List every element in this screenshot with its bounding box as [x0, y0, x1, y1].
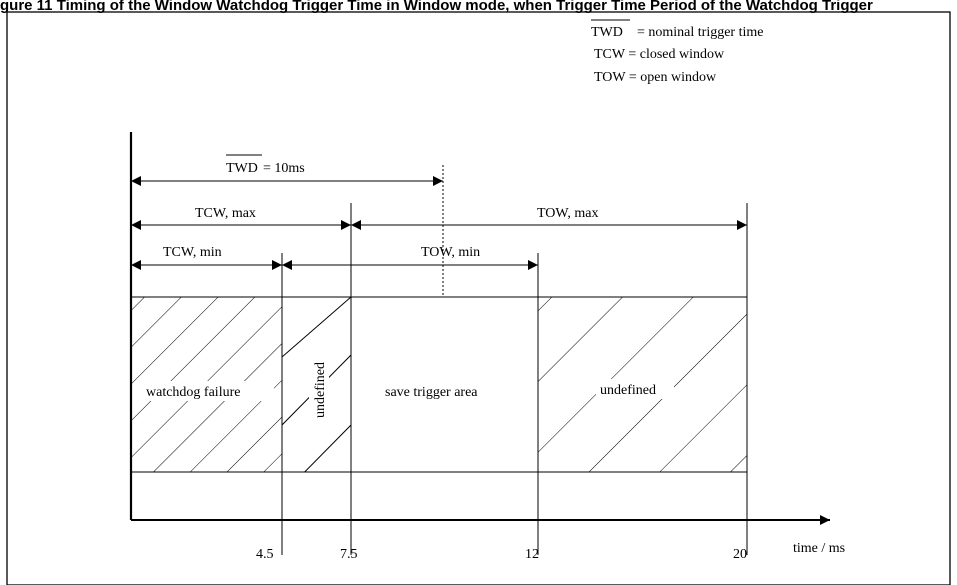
legend: TWD = nominal trigger time TCW = closed …	[591, 19, 763, 85]
time-axis-label: time / ms	[793, 541, 845, 556]
save-trigger-area-label: save trigger area	[385, 385, 478, 400]
twd-value-label: = 10ms	[263, 161, 305, 176]
legend-tow-text: TOW = open window	[594, 70, 717, 85]
twd-symbol-label: TWD	[226, 161, 258, 176]
legend-twd-symbol: TWD	[591, 25, 623, 40]
tow-max-label: TOW, max	[537, 206, 598, 221]
tcw-min-label: TCW, min	[163, 245, 222, 260]
watchdog-failure-label-bg	[144, 381, 274, 401]
tick-label-20: 20	[733, 547, 747, 562]
watchdog-failure-label: watchdog failure	[146, 385, 240, 400]
figure-frame	[6, 11, 951, 585]
tick-label-4-5: 4.5	[256, 547, 274, 562]
figure-caption: gure 11 Timing of the Window Watchdog Tr…	[0, 0, 873, 14]
legend-twd-text: = nominal trigger time	[637, 25, 763, 40]
tcw-max-label: TCW, max	[195, 206, 256, 221]
undefined-late-label-bg	[596, 379, 674, 399]
undefined-early-label: undefined	[313, 362, 328, 418]
legend-tcw-text: TCW = closed window	[594, 47, 725, 62]
tick-label-7-5: 7.5	[340, 547, 358, 562]
tick-label-12: 12	[525, 547, 539, 562]
undefined-early-label-bg	[309, 352, 329, 428]
undefined-late-label: undefined	[600, 383, 656, 398]
tow-min-label: TOW, min	[421, 245, 480, 260]
